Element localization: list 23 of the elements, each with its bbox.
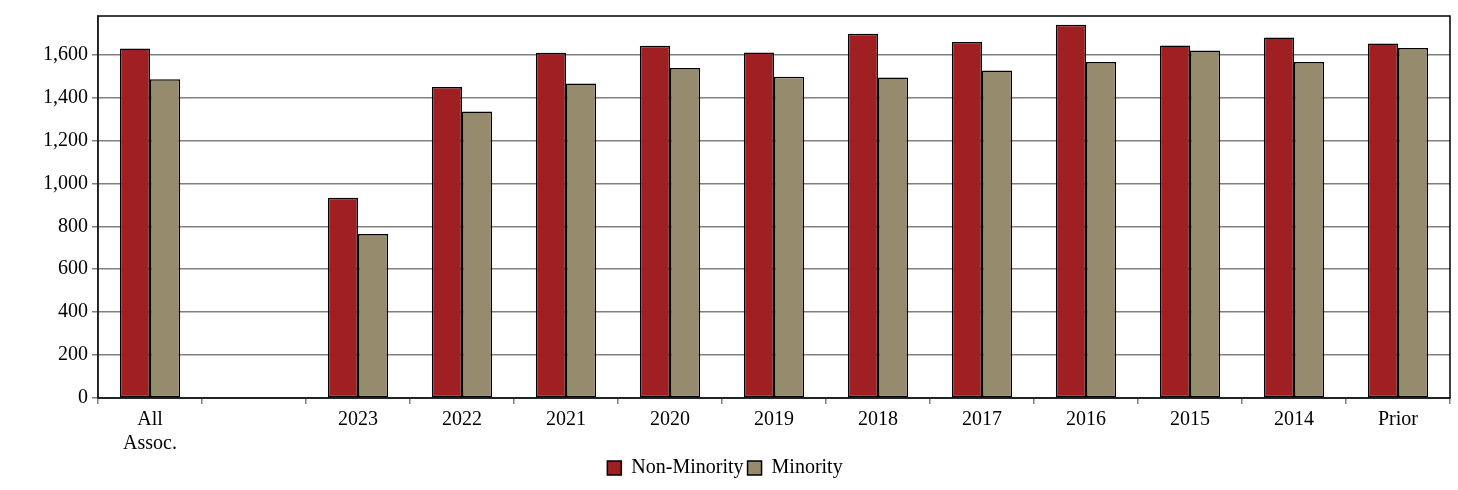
y-tick-label: 200 bbox=[58, 342, 88, 365]
x-tick-label: 2018 bbox=[858, 407, 898, 430]
x-tick-label: 2021 bbox=[546, 407, 586, 430]
y-tick-label: 800 bbox=[58, 213, 88, 236]
x-tick-label: 2019 bbox=[754, 407, 794, 430]
y-tick-label: 1,000 bbox=[43, 170, 88, 193]
x-tick-label: 2020 bbox=[650, 407, 690, 430]
x-tick-label: Prior bbox=[1378, 407, 1419, 430]
x-tick-label: 2017 bbox=[962, 407, 1002, 430]
x-tick-label: 2022 bbox=[442, 407, 482, 430]
y-tick-label: 600 bbox=[58, 256, 88, 279]
y-tick-label: 0 bbox=[78, 385, 88, 408]
legend-label: Minority bbox=[771, 455, 843, 479]
y-tick-label: 400 bbox=[58, 299, 88, 322]
x-tick-label: 2015 bbox=[1170, 407, 1210, 430]
y-tick-label: 1,600 bbox=[43, 41, 88, 64]
legend-label: Non-Minority bbox=[631, 455, 744, 479]
y-tick-label: 1,400 bbox=[43, 84, 88, 107]
x-tick-label: 2023 bbox=[338, 407, 378, 430]
x-tick-label: 2016 bbox=[1066, 407, 1106, 430]
x-tick-label: 2014 bbox=[1274, 407, 1314, 430]
y-tick-label: 1,200 bbox=[43, 127, 88, 150]
x-tick-label: All Assoc. bbox=[123, 407, 177, 454]
